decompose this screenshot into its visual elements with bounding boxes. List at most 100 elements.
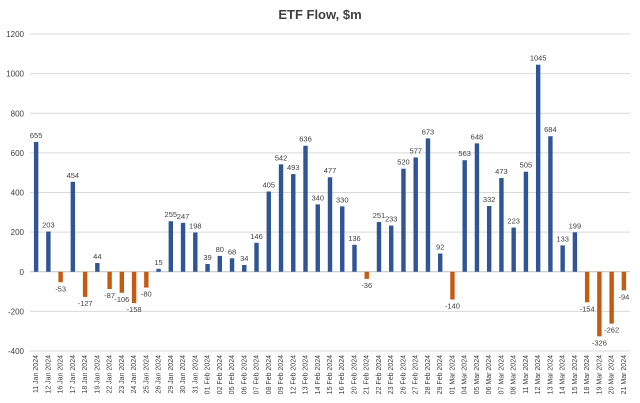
data-label: -154 (580, 304, 595, 313)
x-tick-label: 16 Feb 2024 (339, 355, 346, 394)
bar (609, 271, 614, 324)
data-labels: 655 203 -53 454 -127 44 -87 -106-158 -80 15 255 247… (30, 54, 629, 348)
bar (548, 136, 553, 272)
y-tick-label: 1000 (6, 70, 24, 79)
bar (376, 222, 382, 272)
data-label: 44 (93, 252, 101, 261)
data-label: 198 (189, 222, 202, 231)
y-tick-label: 400 (11, 189, 25, 198)
bar (621, 271, 627, 291)
x-tick-label: 25 Jan 2024 (143, 355, 150, 394)
x-tick-label: 30 Jan 2024 (180, 355, 187, 394)
x-tick-label: 01 Mar 2024 (449, 355, 456, 394)
x-tick-label: 31 Jan 2024 (192, 355, 199, 394)
x-tick-label: 07 Mar 2024 (498, 355, 505, 394)
bar (168, 221, 174, 272)
bar (229, 258, 235, 272)
bar (291, 174, 296, 272)
bar (107, 271, 112, 289)
data-label: -106 (114, 295, 129, 304)
data-label: 1045 (530, 54, 547, 63)
bar (82, 271, 88, 297)
bar (425, 138, 431, 272)
data-label: 542 (275, 153, 288, 162)
bar (486, 205, 492, 272)
y-tick-label: -400 (8, 347, 25, 356)
data-label: -80 (141, 290, 152, 299)
data-label: 247 (177, 212, 190, 221)
x-tick-label: 21 Mar 2024 (621, 355, 628, 394)
bar (364, 271, 369, 279)
bar (597, 271, 602, 337)
bar (327, 177, 333, 272)
bars (33, 64, 627, 337)
bar (193, 232, 198, 272)
bar (119, 271, 125, 293)
x-tick-label: 24 Jan 2024 (131, 355, 138, 394)
bar (156, 268, 161, 272)
x-tick-label: 12 Mar 2024 (535, 355, 542, 394)
x-tick-label: 02 Feb 2024 (217, 355, 224, 394)
x-tick-label: 26 Jan 2024 (156, 355, 163, 394)
bar (450, 271, 455, 300)
bar (144, 271, 149, 288)
x-tick-label: 18 Jan 2024 (82, 355, 89, 394)
bar (254, 242, 259, 272)
data-label: 330 (336, 195, 349, 204)
x-axis-ticks: 11 Jan 2024 12 Jan 2024 16 Jan 2024 17 Jan … (33, 355, 628, 394)
bar (278, 164, 284, 272)
data-label: 340 (311, 193, 324, 202)
y-axis-ticks: 1200 1000 800 600 400 200 0 -200 -400 (6, 30, 24, 356)
x-tick-label: 12 Jan 2024 (45, 355, 52, 394)
data-label: 233 (385, 215, 398, 224)
data-label: 80 (216, 245, 224, 254)
bar (180, 222, 186, 272)
bar (560, 245, 565, 272)
x-tick-label: 11 Jan 2024 (33, 355, 40, 393)
x-tick-label: 07 Feb 2024 (254, 355, 261, 394)
x-tick-label: 08 Feb 2024 (266, 355, 273, 394)
bar (584, 271, 590, 303)
bar (401, 168, 406, 272)
data-label: 454 (67, 171, 80, 180)
chart-title: ETF Flow, $m (278, 7, 362, 22)
x-tick-label: 21 Feb 2024 (364, 355, 371, 394)
bar (499, 178, 504, 272)
data-label: -326 (592, 338, 607, 347)
x-tick-label: 14 Mar 2024 (560, 355, 567, 394)
bar (523, 171, 529, 272)
data-label: 577 (409, 146, 422, 155)
data-label: 203 (42, 221, 55, 230)
x-tick-label: 29 Jan 2024 (168, 355, 175, 394)
bar (33, 141, 39, 272)
x-tick-label: 15 Feb 2024 (327, 355, 334, 394)
x-tick-label: 23 Jan 2024 (119, 355, 126, 394)
data-label: 332 (483, 195, 496, 204)
x-tick-label: 27 Feb 2024 (413, 355, 420, 394)
data-label: 34 (240, 254, 248, 263)
x-tick-label: 28 Feb 2024 (425, 355, 432, 394)
x-tick-label: 12 Feb 2024 (290, 355, 297, 394)
bar (242, 265, 247, 272)
bar (217, 255, 222, 272)
data-label: -140 (445, 301, 460, 310)
data-label: 15 (154, 258, 162, 267)
data-label: 473 (495, 167, 508, 176)
bar (70, 181, 76, 272)
bar (389, 225, 394, 272)
data-label: 684 (544, 125, 557, 134)
data-label: 133 (556, 234, 569, 243)
data-label: 563 (458, 149, 471, 158)
x-tick-label: 15 Mar 2024 (572, 355, 579, 394)
x-tick-label: 08 Mar 2024 (511, 355, 518, 394)
x-tick-label: 05 Mar 2024 (474, 355, 481, 394)
bar (462, 160, 467, 272)
data-label: -127 (78, 299, 93, 308)
data-label: 92 (436, 243, 444, 252)
x-tick-label: 17 Jan 2024 (70, 355, 77, 394)
data-label: 673 (422, 127, 435, 136)
data-label: 520 (397, 158, 410, 167)
x-tick-label: 01 Feb 2024 (205, 355, 212, 394)
x-tick-label: 13 Feb 2024 (303, 355, 310, 394)
x-tick-label: 19 Mar 2024 (596, 355, 603, 394)
